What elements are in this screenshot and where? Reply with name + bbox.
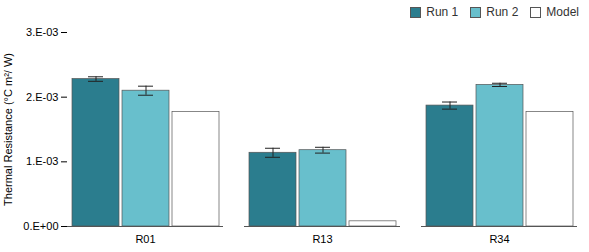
svg-text:R01: R01: [135, 233, 155, 245]
svg-text:R34: R34: [489, 233, 509, 245]
html-text:Run 1: Run 1: [426, 5, 459, 19]
html-text:Run 2: Run 2: [486, 5, 519, 19]
svg-text:0.E+00: 0.E+00: [23, 220, 58, 232]
svg-text:R13: R13: [312, 233, 332, 245]
html-text:Model: Model: [546, 5, 579, 19]
svg-text:3.E-03: 3.E-03: [26, 26, 58, 38]
svg-text:1.E-03: 1.E-03: [26, 155, 58, 167]
svg-text:2.E-03: 2.E-03: [26, 91, 58, 103]
svg-text:Thermal Resistance (°C m²/ W): Thermal Resistance (°C m²/ W): [2, 53, 14, 206]
